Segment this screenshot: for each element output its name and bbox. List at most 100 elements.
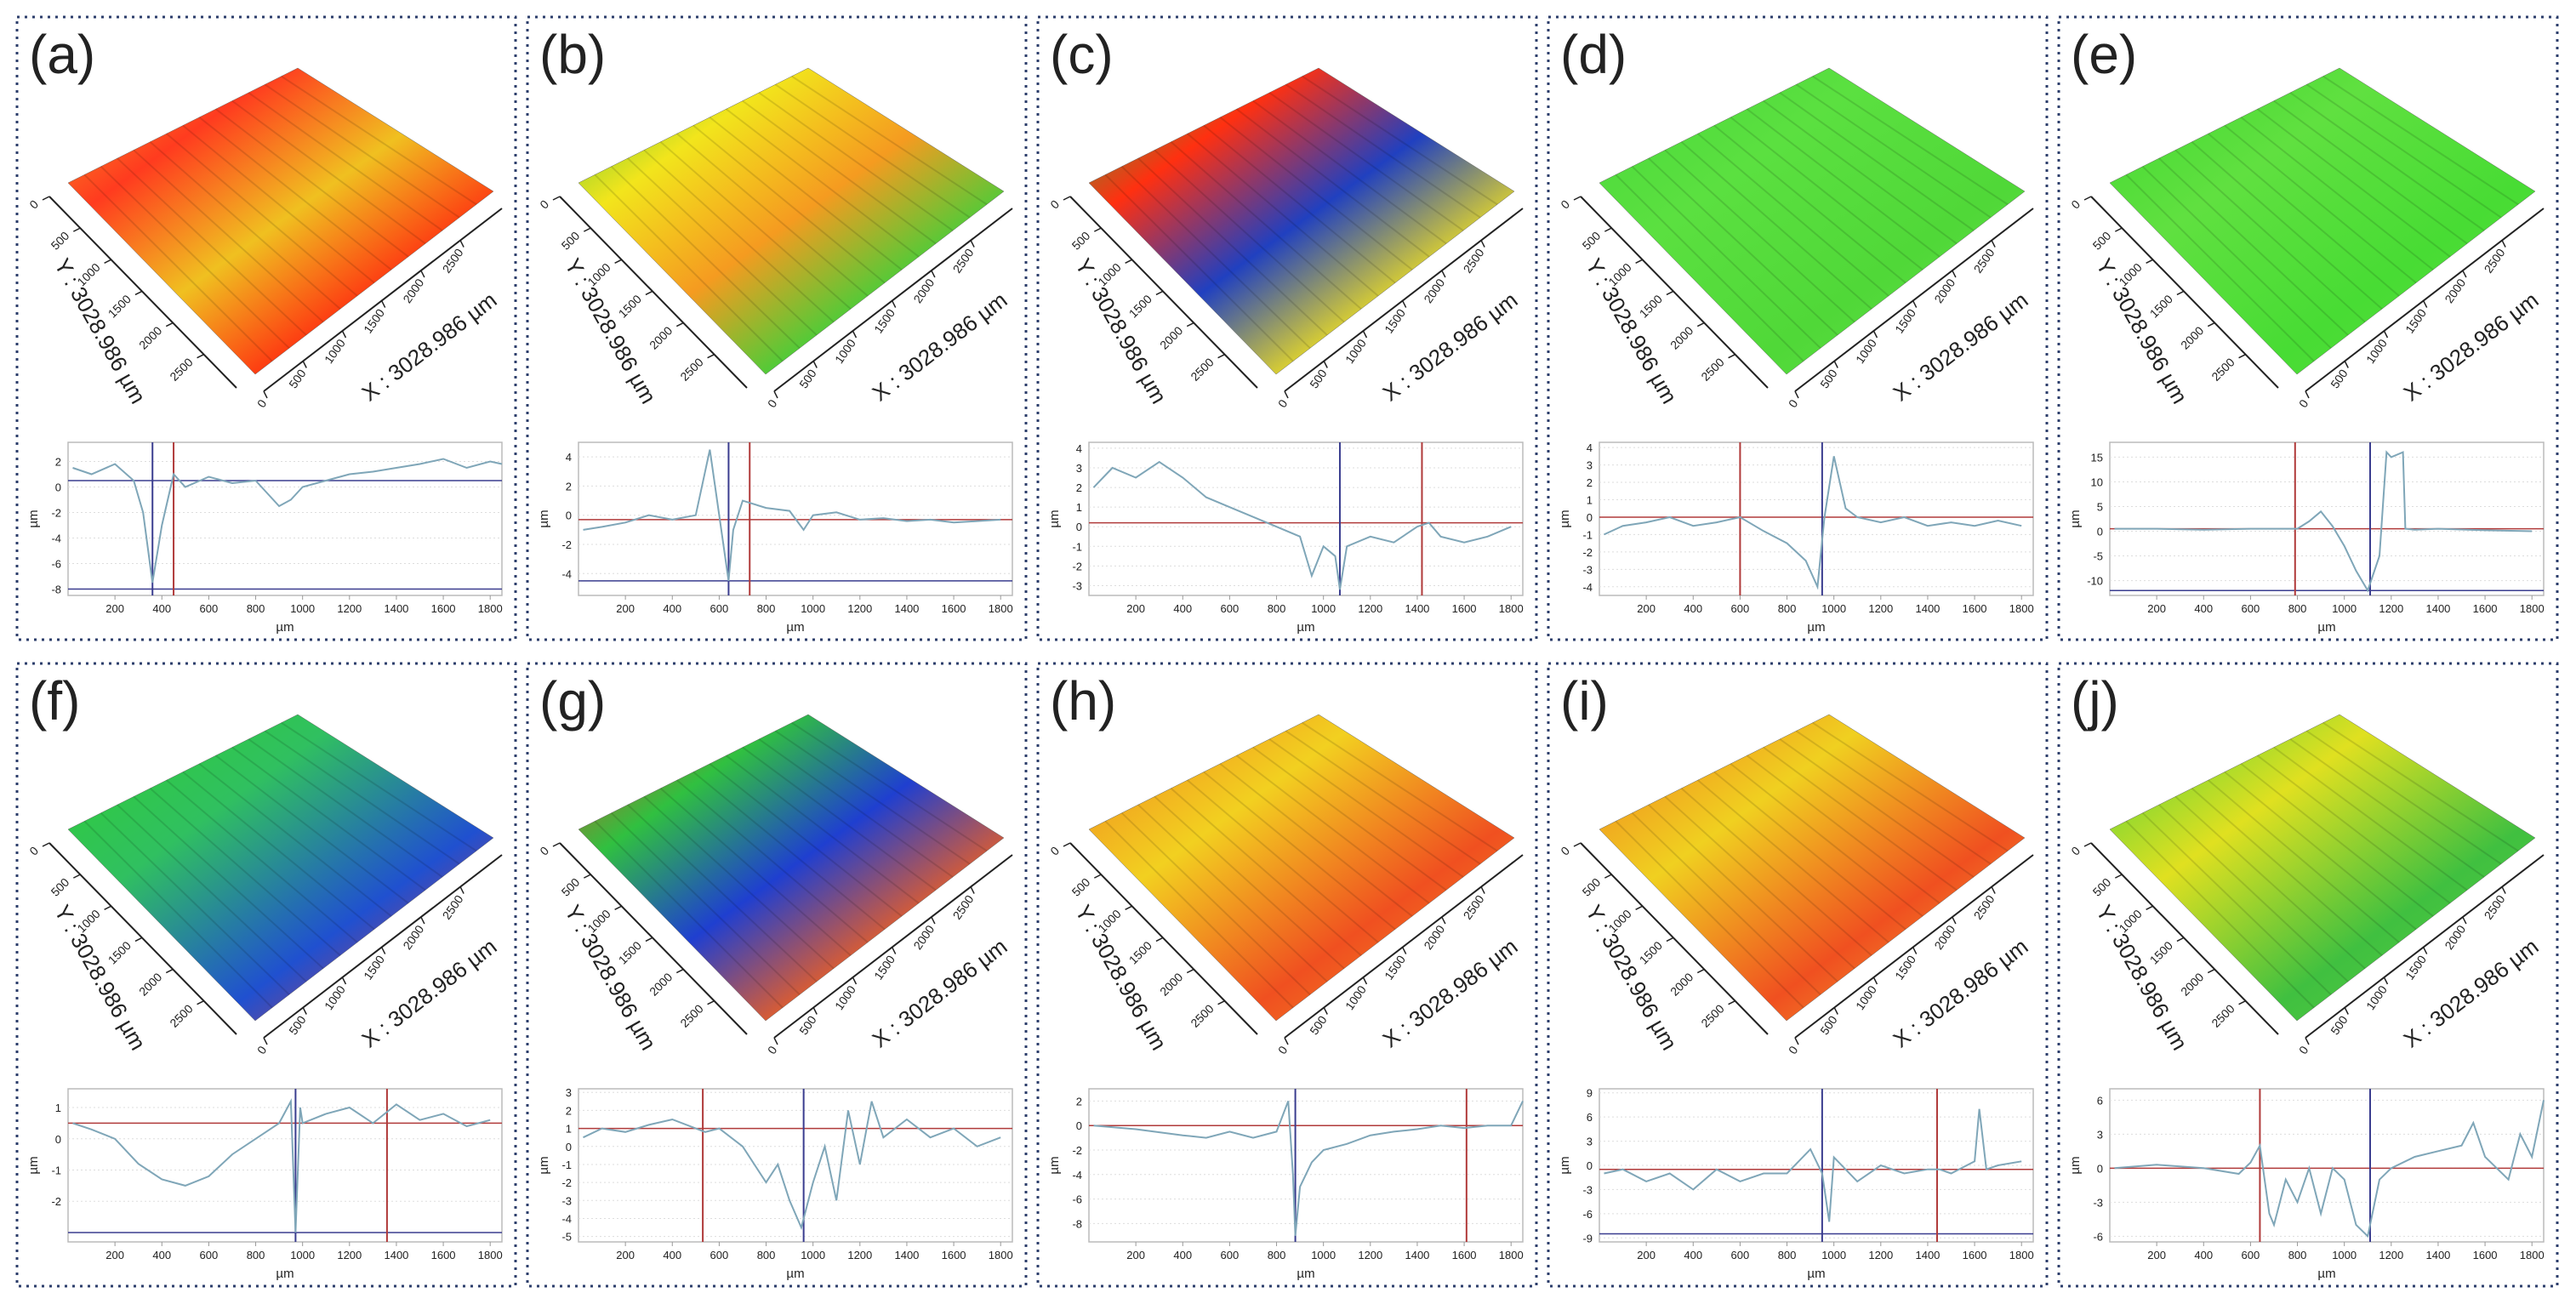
surface-y-axis [1580, 842, 1769, 1035]
surface-y-tick-label: 500 [559, 875, 583, 899]
y-tick-label: -6 [1072, 1193, 1082, 1206]
x-tick-label: 1400 [894, 1249, 919, 1261]
surface-y-tick-label: 0 [537, 197, 551, 212]
y-tick-label: -2 [1072, 1144, 1082, 1157]
surface-x-axis [1794, 208, 2034, 392]
x-tick-label: 400 [2194, 1249, 2213, 1261]
surface-y-label: Y : 3028.986 µm [1581, 901, 1683, 1055]
x-axis-label: µm [2317, 620, 2335, 635]
surface-y-tick [1635, 905, 1643, 910]
surface-x-tick [380, 300, 386, 308]
y-tick-label: 0 [1076, 1119, 1082, 1132]
surface-x-tick-label: 0 [2296, 1043, 2311, 1056]
surface-y-label: Y : 3028.986 µm [2091, 254, 2193, 408]
surface-texture [182, 771, 375, 931]
surface-y-tick-label: 0 [2068, 844, 2083, 858]
surface-y-tick [2176, 290, 2185, 296]
y-tick-label: -6 [2093, 1230, 2103, 1243]
surface-x-tick [970, 240, 975, 248]
surface-3d [1088, 67, 1515, 375]
surface-x-tick [812, 361, 818, 368]
surface-x-tick [2462, 270, 2467, 278]
profile-line [72, 458, 503, 584]
x-tick-label: 1600 [431, 1249, 456, 1261]
y-axis-label: µm [2068, 1156, 2083, 1174]
panel-label: (c) [1050, 24, 1114, 85]
y-tick-label: 3 [566, 1086, 572, 1099]
x-tick-label: 200 [2147, 1249, 2166, 1261]
surface-x-tick-label: 0 [765, 396, 780, 410]
surface-y-tick-label: 500 [1580, 875, 1604, 899]
y-tick-label: -2 [51, 1195, 61, 1208]
x-axis-label: µm [276, 620, 294, 635]
surface-texture [1713, 771, 1906, 931]
surface-texture [1779, 738, 1975, 878]
surface-texture [1235, 754, 1430, 904]
x-tick-label: 1800 [989, 1249, 1013, 1261]
y-tick-label: 2 [1076, 1095, 1082, 1108]
surface-y-tick [165, 322, 174, 327]
y-tick-label: -4 [1582, 581, 1593, 594]
y-tick-label: 2 [55, 456, 61, 469]
y-tick-label: 2 [1587, 476, 1593, 489]
x-tick-label: 1200 [1358, 1249, 1382, 1261]
y-tick-label: -2 [51, 507, 61, 520]
x-tick-label: 1600 [431, 602, 456, 615]
surface-texture [264, 730, 460, 865]
y-tick-label: 4 [1587, 441, 1593, 454]
surface-x-tick [1362, 977, 1368, 985]
surface-x-tick [2344, 361, 2349, 368]
surface-texture [742, 746, 937, 891]
surface-x-axis [1284, 854, 1524, 1039]
surface-texture [198, 117, 392, 270]
surface-x-tick-label: 2000 [910, 922, 937, 952]
surface-y-tick-label: 500 [48, 229, 72, 253]
surface-texture [1187, 133, 1379, 297]
surface-x-tick-label: 500 [2328, 367, 2351, 390]
surface-texture [231, 100, 426, 245]
surface-y-axis [559, 196, 748, 389]
x-tick-label: 200 [1637, 602, 1656, 615]
surface-x-tick-label: 2500 [950, 892, 977, 922]
surface-x-tick [1362, 330, 1368, 339]
surface-x-tick [1480, 240, 1485, 248]
surface-x-tick [380, 947, 386, 954]
surface-y-tick-label: 0 [1047, 844, 1062, 858]
surface-texture [1697, 133, 1889, 297]
surface-x-tick [420, 270, 425, 278]
surface-y-tick [2238, 354, 2246, 359]
surface-x-tick [1284, 390, 1289, 399]
y-tick-label: -4 [51, 532, 61, 545]
surface-texture [2273, 746, 2468, 891]
x-tick-label: 1800 [1499, 602, 1524, 615]
panel-label: (a) [29, 24, 95, 85]
surface-texture [1235, 108, 1430, 258]
x-tick-label: 1600 [1452, 602, 1477, 615]
surface-x-tick [2501, 240, 2506, 248]
x-tick-label: 1600 [1963, 602, 1987, 615]
surface-y-tick-label: 2500 [167, 1001, 195, 1029]
x-tick-label: 1000 [801, 602, 825, 615]
surface-x-tick [302, 1007, 307, 1015]
surface-texture [1104, 174, 1294, 362]
x-tick-label: 600 [2242, 1249, 2260, 1261]
x-tick-label: 1600 [1452, 1249, 1477, 1261]
panel-label: (d) [1560, 24, 1627, 85]
surface-texture [1154, 795, 1345, 970]
y-tick-label: 4 [566, 451, 572, 464]
surface-texture [725, 108, 920, 258]
surface-x-tick-label: 2000 [1421, 922, 1447, 952]
surface-x-tick-label: 1000 [832, 982, 858, 1012]
y-axis-label: µm [26, 1156, 41, 1174]
surface-x-axis [1794, 854, 2034, 1039]
surface-texture [166, 779, 358, 943]
surface-x-tick-label: 500 [796, 1013, 819, 1037]
surface-y-tick [1635, 259, 1643, 264]
surface-x-tick [1833, 361, 1838, 368]
y-tick-label: 2 [566, 1104, 572, 1117]
surface-texture [1285, 83, 1481, 219]
surface-texture [1795, 730, 1992, 865]
surface-x-tick-label: 500 [1817, 1013, 1840, 1037]
surface-x-tick [263, 1037, 268, 1045]
surface-texture [281, 75, 477, 206]
